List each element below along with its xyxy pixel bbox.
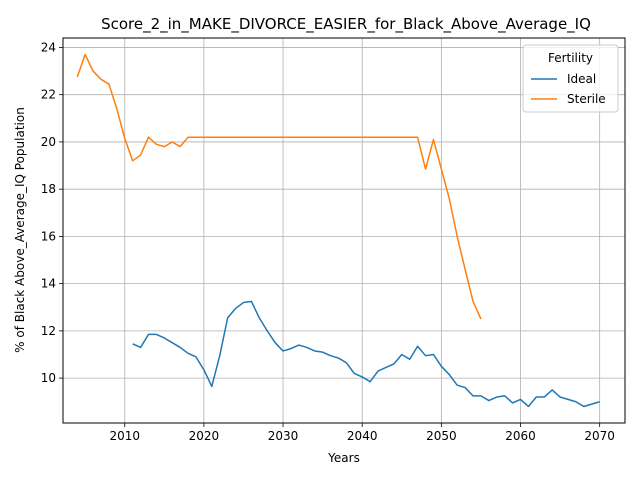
y-tick-label: 14 [41, 277, 56, 291]
x-tick-label: 2020 [189, 429, 220, 443]
series-line-ideal [132, 300, 600, 408]
series-lines [76, 53, 600, 408]
y-tick-label: 20 [41, 135, 56, 149]
y-axis-label: % of Black Above_Average_IQ Population [13, 107, 27, 353]
grid-lines [63, 38, 625, 423]
x-tick-label: 2040 [347, 429, 378, 443]
series-line-sterile [76, 53, 482, 320]
y-tick-label: 16 [41, 229, 56, 243]
y-axis-ticks: 10 12 14 16 18 20 22 24 [41, 40, 63, 385]
x-tick-label: 2010 [109, 429, 140, 443]
x-axis-ticks: 2010 2020 2030 2040 2050 2060 2070 [109, 423, 615, 443]
legend-label-ideal: Ideal [567, 72, 596, 86]
y-tick-label: 12 [41, 324, 56, 338]
y-tick-label: 10 [41, 371, 56, 385]
y-tick-label: 18 [41, 182, 56, 196]
y-tick-label: 22 [41, 88, 56, 102]
legend: Fertility Ideal Sterile [522, 44, 619, 113]
plot-frame [62, 37, 626, 424]
x-tick-label: 2030 [268, 429, 299, 443]
x-axis-label: Years [327, 451, 360, 465]
legend-label-sterile: Sterile [567, 92, 606, 106]
chart-title: Score_2_in_MAKE_DIVORCE_EASIER_for_Black… [101, 15, 591, 34]
x-tick-label: 2070 [584, 429, 615, 443]
legend-box [522, 44, 619, 113]
x-tick-label: 2060 [505, 429, 536, 443]
y-tick-label: 24 [41, 40, 56, 54]
x-tick-label: 2050 [426, 429, 457, 443]
legend-title: Fertility [548, 51, 593, 65]
